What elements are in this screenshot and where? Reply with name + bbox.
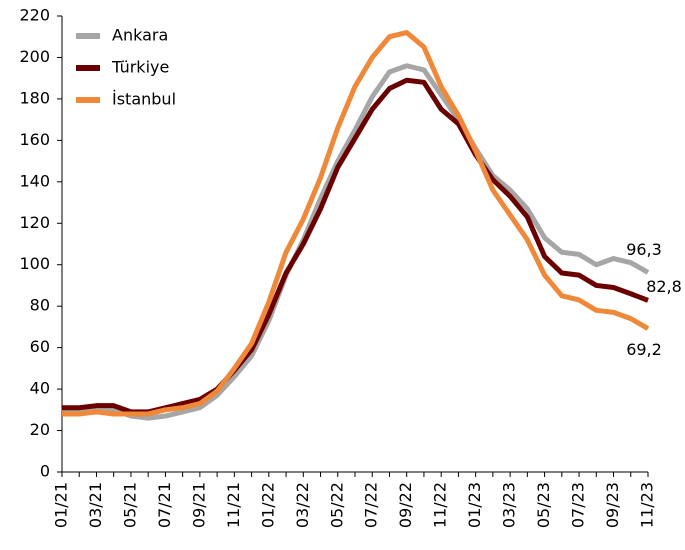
data-label: 96,3 [626,240,662,259]
y-tick-label: 40 [30,379,50,398]
legend-label: İstanbul [112,90,176,109]
y-tick-label: 80 [30,296,50,315]
y-tick-label: 200 [19,47,50,66]
series-line [62,30,650,417]
x-tick-label: 05/22 [327,482,346,528]
x-tick-label: 05/21 [120,482,139,528]
y-tick-label: 100 [19,254,50,273]
y-tick-label: 140 [19,171,50,190]
y-tick-label: 160 [19,130,50,149]
x-tick-label: 11/22 [431,482,450,528]
x-tick-label: 03/23 [500,482,519,528]
data-label: 69,2 [626,340,662,359]
y-tick-label: 120 [19,213,50,232]
x-tick-label: 03/21 [86,482,105,528]
y-tick-label: 0 [40,462,50,481]
x-tick-label: 03/22 [293,482,312,528]
x-tick-label: 11/23 [638,482,657,528]
x-tick-label: 01/23 [465,482,484,528]
data-label: 82,8 [646,277,682,296]
x-tick-label: 09/21 [189,482,208,528]
series-line [61,63,650,421]
x-tick-label: 09/22 [396,482,415,528]
y-tick-label: 220 [19,6,50,25]
x-tick-label: 07/22 [362,482,381,528]
x-tick-label: 01/22 [258,482,277,528]
x-tick-label: 07/23 [569,482,588,528]
x-tick-label: 09/23 [603,482,622,528]
x-tick-label: 07/21 [155,482,174,528]
y-tick-label: 20 [30,420,50,439]
legend-label: Türkiye [111,58,169,77]
y-tick-label: 180 [19,88,50,107]
x-tick-label: 05/23 [534,482,553,528]
legend-label: Ankara [112,26,168,45]
x-tick-label: 11/21 [224,482,243,528]
x-tick-label: 01/21 [52,482,71,528]
y-tick-label: 60 [30,337,50,356]
